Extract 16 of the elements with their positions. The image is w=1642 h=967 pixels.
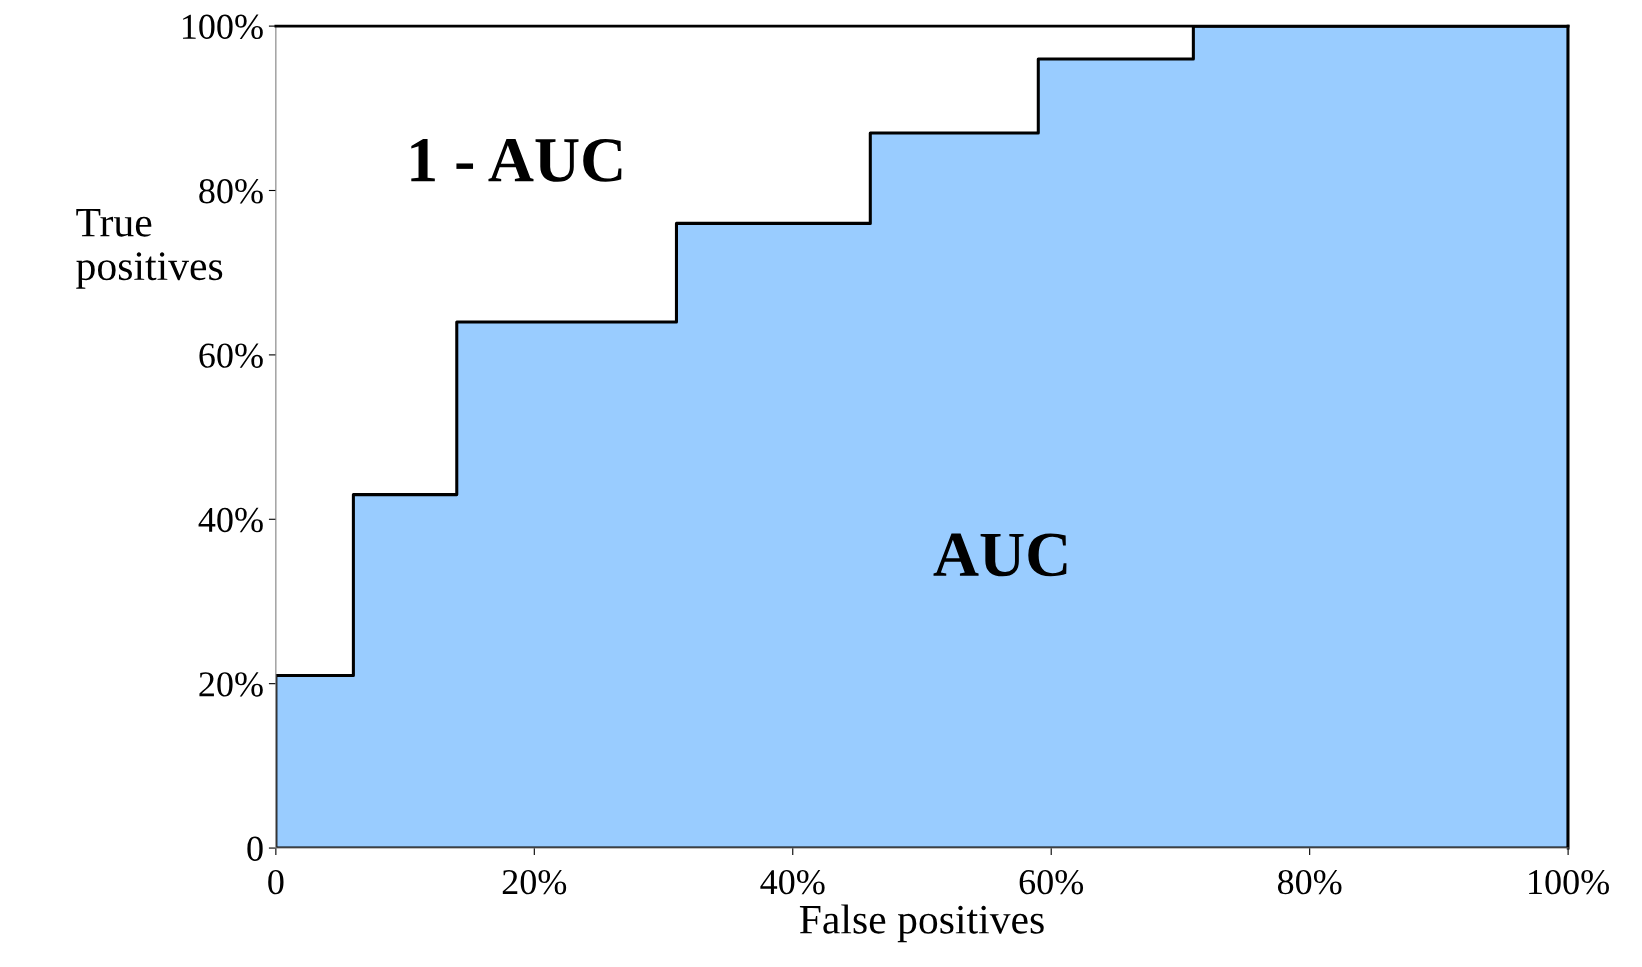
x-tick-label: 60% [1019, 869, 1084, 895]
x-tick-label: 0 [268, 869, 284, 895]
annotation: 1 - AUC [411, 138, 622, 182]
y-tick-label: 100% [182, 14, 263, 40]
x-tick-label: 100% [1529, 869, 1609, 895]
y-axis-title: True positives [76, 208, 223, 289]
x-tick-label: 40% [760, 869, 825, 895]
y-tick-label: 60% [199, 343, 263, 368]
y-tick-label: 80% [199, 179, 263, 204]
annotation: AUC [933, 533, 1067, 577]
y-tick-label: 20% [199, 672, 263, 697]
x-axis-title: False positives [799, 904, 1044, 943]
x-tick-label: 80% [1277, 869, 1342, 895]
y-tick-label: 40% [198, 507, 263, 533]
x-tick-label: 20% [502, 869, 567, 895]
y-tick-label: 0 [247, 836, 263, 861]
